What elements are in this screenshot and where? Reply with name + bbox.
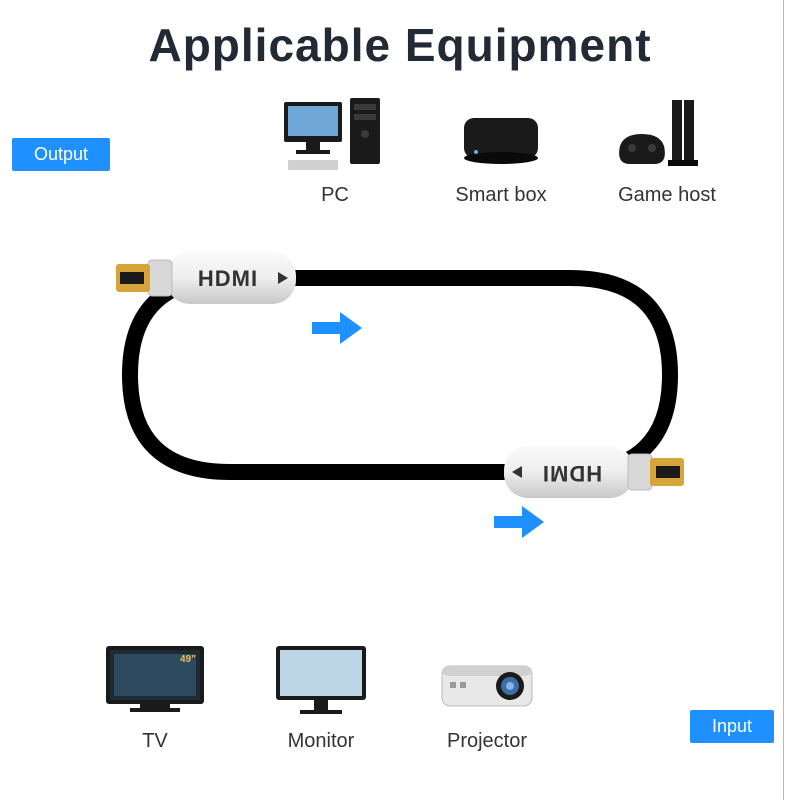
svg-text:HDMI: HDMI [542,461,602,486]
input-device-row: 49" TV Monitor Projector [90,640,552,753]
tv-icon: 49" [100,640,210,720]
device-smartbox: Smart box [436,94,566,207]
device-label: Projector [447,730,527,753]
monitor-icon [266,640,376,720]
projector-icon [432,640,542,720]
device-tv: 49" TV [90,640,220,753]
output-device-row: PC Smart box Game host [270,94,732,207]
device-pc: PC [270,94,400,207]
hdmi-connector-bottom: HDMI [504,446,684,498]
cable-illustration: HDMI HDMI [60,230,740,620]
svg-text:49": 49" [180,654,196,665]
device-label: TV [142,730,168,753]
smartbox-icon [446,94,556,174]
flow-arrow-icon [310,308,364,348]
right-divider [783,0,784,800]
cable-path [130,278,670,472]
pc-icon [280,94,390,174]
device-label: Smart box [455,184,546,207]
page-title: Applicable Equipment [0,18,800,72]
device-monitor: Monitor [256,640,386,753]
svg-text:HDMI: HDMI [198,266,258,291]
gamehost-icon [612,94,722,174]
device-label: Game host [618,184,716,207]
output-badge: Output [12,138,110,171]
hdmi-connector-top: HDMI [116,252,296,304]
device-gamehost: Game host [602,94,732,207]
device-label: PC [321,184,349,207]
input-badge: Input [690,710,774,743]
device-label: Monitor [288,730,355,753]
device-projector: Projector [422,640,552,753]
flow-arrow-icon [492,502,546,542]
